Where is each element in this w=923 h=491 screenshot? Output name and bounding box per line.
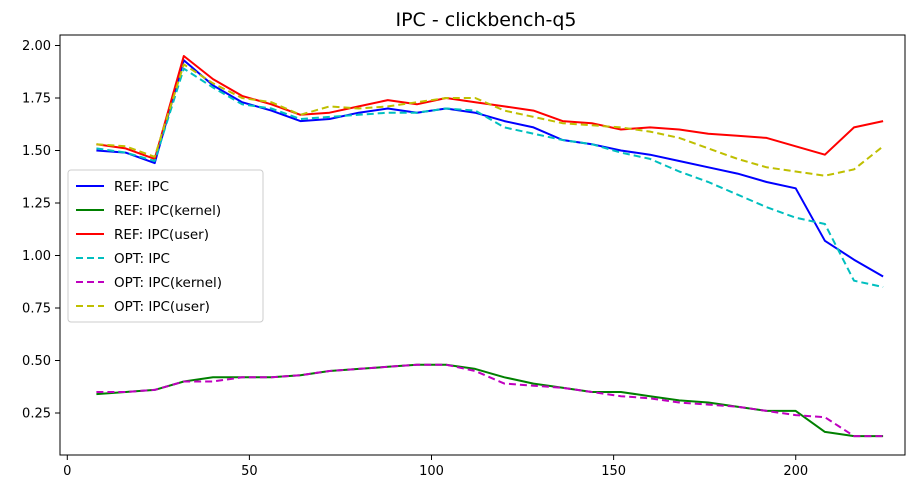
legend-label-opt-ipc: OPT: IPC: [114, 251, 170, 267]
x-tick-label: 200: [783, 464, 808, 479]
series-line-opt-ipc: [96, 67, 884, 288]
plot-frame: [59, 34, 906, 456]
series-line-opt-ipc-user: [96, 63, 884, 177]
series-line-ref-ipc: [96, 59, 884, 278]
y-axis: 0.25 0.50 0.75 1.00 1.25 1.50 1.75 2.00: [22, 39, 60, 422]
y-tick-label: 1.25: [22, 197, 51, 212]
legend-label-ref-ipc: REF: IPC: [114, 179, 169, 195]
y-tick-label: 0.75: [22, 302, 51, 317]
legend: REF: IPC REF: IPC(kernel) REF: IPC(user) OP…: [67, 169, 264, 323]
series-line-ref-ipc-kernel: [96, 363, 884, 438]
y-tick-label: 1.50: [22, 144, 51, 159]
y-tick-label: 2.00: [22, 39, 51, 54]
series-line-opt-ipc-kernel: [96, 363, 884, 438]
legend-label-opt-ipc-user: OPT: IPC(user): [114, 299, 210, 315]
x-tick-label: 50: [241, 464, 258, 479]
y-tick-label: 0.50: [22, 354, 51, 369]
y-tick-label: 0.25: [22, 407, 51, 422]
legend-box: [67, 169, 264, 323]
y-tick-label: 1.75: [22, 92, 51, 107]
x-axis: 0 50 100 150 200: [63, 455, 808, 479]
legend-label-opt-ipc-kernel: OPT: IPC(kernel): [114, 275, 222, 291]
x-tick-label: 100: [419, 464, 444, 479]
series-line-ref-ipc-user: [96, 55, 884, 160]
chart-title: IPC - clickbench-q5: [395, 9, 576, 31]
x-tick-label: 150: [601, 464, 626, 479]
legend-label-ref-ipc-user: REF: IPC(user): [114, 227, 209, 243]
x-tick-label: 0: [63, 464, 71, 479]
y-tick-label: 1.00: [22, 249, 51, 264]
legend-label-ref-ipc-kernel: REF: IPC(kernel): [114, 203, 221, 219]
series-layer: [96, 55, 884, 438]
